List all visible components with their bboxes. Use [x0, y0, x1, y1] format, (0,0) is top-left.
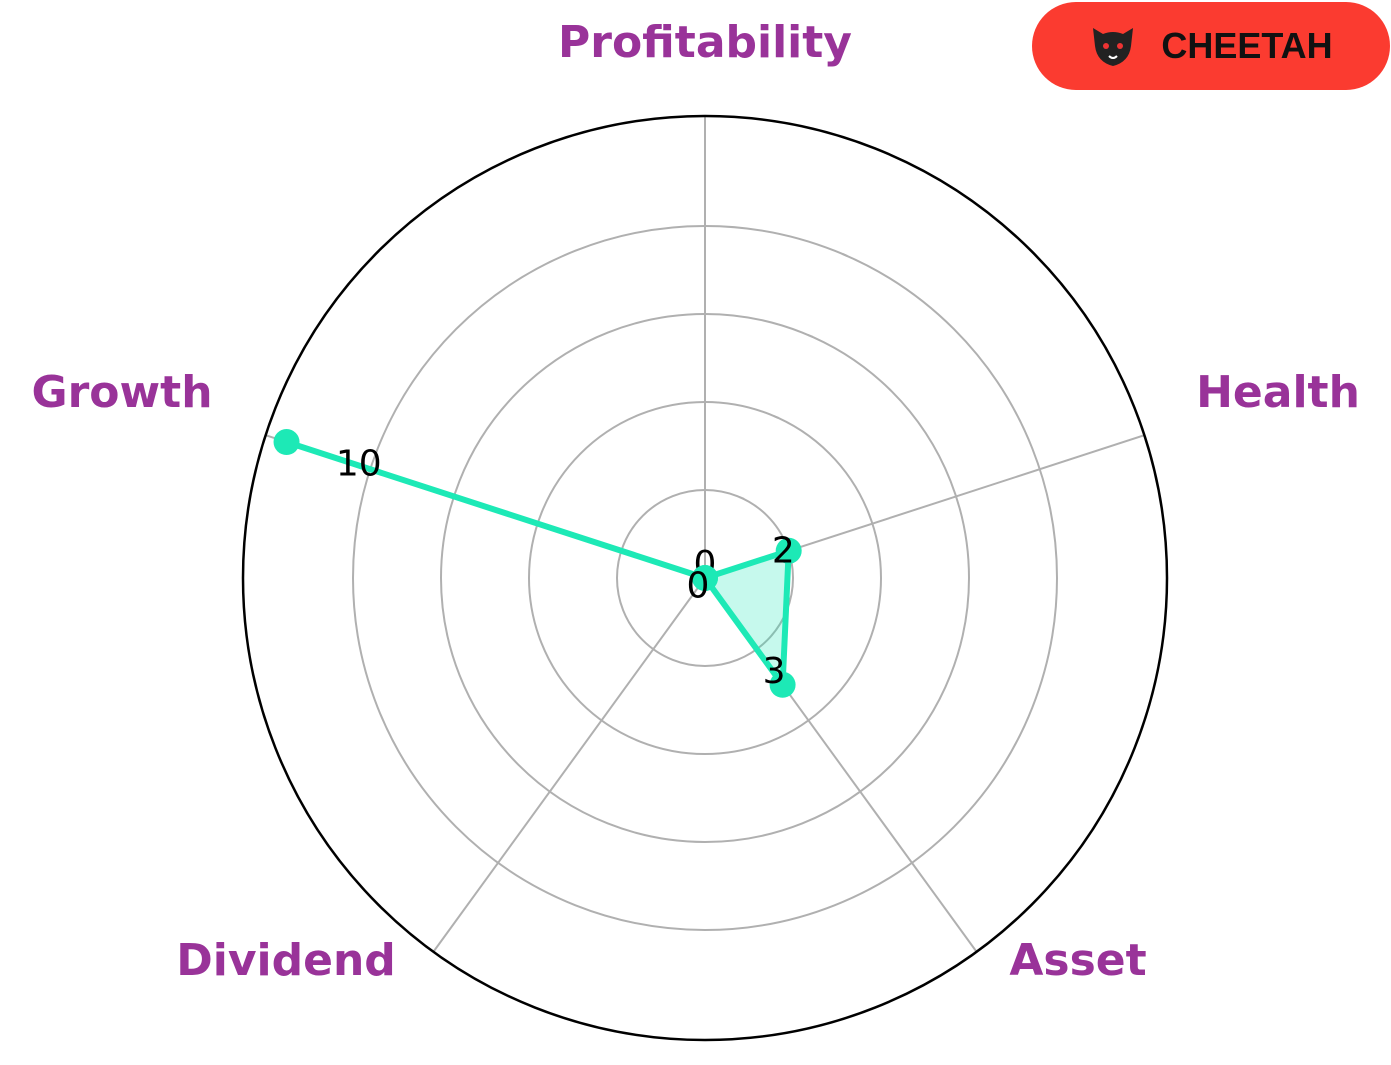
value-label: 2	[772, 531, 795, 572]
cheetah-icon	[1093, 28, 1134, 66]
data-area	[283, 439, 792, 688]
category-label: Health	[1196, 367, 1360, 418]
value-label: 10	[336, 444, 382, 485]
brand-badge: CHEETAH	[1032, 2, 1390, 90]
data-point	[273, 429, 300, 456]
brand-label: CHEETAH	[1161, 25, 1333, 66]
category-label: Asset	[1009, 935, 1146, 986]
value-label: 0	[686, 566, 709, 607]
data-point	[775, 537, 802, 564]
radial-tick	[738, 496, 745, 500]
radial-tick	[773, 415, 779, 419]
radial-tick	[842, 253, 848, 257]
radial-tick	[807, 334, 814, 338]
data-point	[692, 565, 718, 591]
category-label: Dividend	[176, 935, 396, 986]
category-label: Profitability	[558, 17, 852, 68]
data-point	[769, 671, 796, 698]
outer-frame	[241, 114, 1169, 1042]
spoke	[432, 577, 706, 953]
value-label: 3	[763, 651, 786, 692]
category-label: Growth	[31, 367, 212, 418]
